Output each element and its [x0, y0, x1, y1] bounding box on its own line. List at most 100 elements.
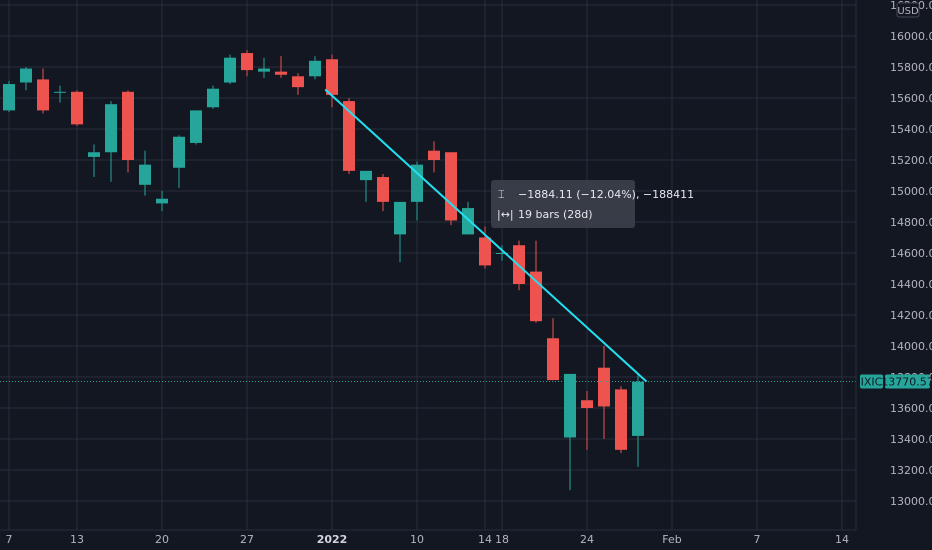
symbol-label-bg	[860, 374, 883, 389]
date-tick-label: 14	[835, 533, 849, 546]
overlays: ⌶ −1884.11 (−12.04%), −188411 |↔| 19 bars (…	[0, 88, 856, 383]
candle	[241, 49, 253, 77]
candle-body	[428, 150, 440, 160]
candle-body	[309, 60, 321, 77]
candle	[207, 85, 219, 109]
price-tick-label: 15400.00	[890, 123, 932, 136]
tooltip-background	[491, 180, 635, 228]
candle	[275, 56, 287, 78]
candle	[20, 67, 32, 91]
date-tick-label: Feb	[662, 533, 681, 546]
price-tick-label: 15000.00	[890, 185, 932, 198]
candle-body	[411, 164, 423, 202]
price-tick-label: 13000.00	[890, 495, 932, 508]
date-tick-label: 18	[495, 533, 509, 546]
price-tick-label: 13600.00	[890, 402, 932, 415]
candle	[224, 54, 236, 85]
date-tick-label: 14	[478, 533, 492, 546]
candle-body	[37, 79, 49, 111]
candle-body	[207, 88, 219, 108]
candle-body	[224, 57, 236, 83]
candle	[139, 150, 151, 196]
candle	[292, 73, 304, 95]
measure-tooltip: ⌶ −1884.11 (−12.04%), −188411 |↔| 19 bars (…	[491, 180, 694, 228]
candle-body	[20, 68, 32, 83]
currency-badge[interactable]: USD	[896, 2, 920, 18]
price-tick-label: 13400.00	[890, 433, 932, 446]
candle	[394, 201, 406, 263]
date-tick-label: 20	[155, 533, 169, 546]
candle-body	[88, 152, 100, 157]
candle	[105, 101, 117, 182]
candle-body	[615, 389, 627, 450]
candle-body	[105, 104, 117, 153]
tooltip-bars-text: 19 bars (28d)	[518, 208, 593, 221]
price-tick-label: 14600.00	[890, 247, 932, 260]
candle-body	[394, 201, 406, 235]
candle-body	[3, 84, 15, 111]
candle	[598, 346, 610, 439]
date-tick-label: 13	[70, 533, 84, 546]
price-tick-label: 15600.00	[890, 92, 932, 105]
candle-body	[530, 271, 542, 322]
date-tick-label: 7	[6, 533, 13, 546]
date-tick-label: 2022	[317, 533, 348, 546]
candle	[428, 141, 440, 173]
candle	[190, 110, 202, 145]
candle	[3, 80, 15, 112]
date-tick-label: 24	[580, 533, 594, 546]
candle	[37, 68, 49, 114]
candle-body	[445, 152, 457, 221]
candle-body	[258, 68, 270, 72]
tooltip-change-text: −1884.11 (−12.04%), −188411	[518, 188, 694, 201]
candle-body	[275, 71, 287, 75]
candle-body	[326, 59, 338, 95]
candle-body	[479, 237, 491, 266]
candle	[71, 90, 83, 126]
last-price-label-bg	[885, 374, 930, 389]
candle-body	[156, 198, 168, 204]
candle-body	[122, 91, 134, 160]
candle	[343, 98, 355, 174]
candle-body	[564, 373, 576, 438]
candle-body	[292, 76, 304, 88]
currency-label: USD	[897, 6, 919, 17]
price-tick-label: 15800.00	[890, 61, 932, 74]
candle	[54, 85, 66, 103]
trend-line[interactable]	[324, 88, 648, 383]
candle-body	[377, 177, 389, 202]
candle	[564, 373, 576, 491]
candle	[496, 245, 508, 261]
candle	[411, 161, 423, 221]
candle	[360, 170, 372, 202]
candle-body	[632, 381, 644, 436]
candle-body	[360, 170, 372, 181]
candle-body	[241, 53, 253, 71]
candle	[309, 56, 321, 80]
price-tick-label: 14800.00	[890, 216, 932, 229]
price-tick-label: 14200.00	[890, 309, 932, 322]
price-tick-label: 15200.00	[890, 154, 932, 167]
price-tick-label: 14400.00	[890, 278, 932, 291]
candle	[581, 390, 593, 450]
candle	[88, 144, 100, 178]
price-tick-label: 13200.00	[890, 464, 932, 477]
candle	[547, 318, 559, 381]
candle-body	[496, 253, 508, 254]
candle-body	[581, 400, 593, 408]
candle	[326, 54, 338, 108]
candle	[156, 191, 168, 212]
date-tick-label: 7	[754, 533, 761, 546]
price-tick-label: 16000.00	[890, 30, 932, 43]
candle-body	[598, 367, 610, 407]
candle	[445, 152, 457, 226]
candle-body	[173, 136, 185, 168]
price-tick-label: 14000.00	[890, 340, 932, 353]
price-range-icon: ⌶	[498, 188, 505, 201]
candle-body	[190, 110, 202, 143]
candle-body	[547, 338, 559, 381]
